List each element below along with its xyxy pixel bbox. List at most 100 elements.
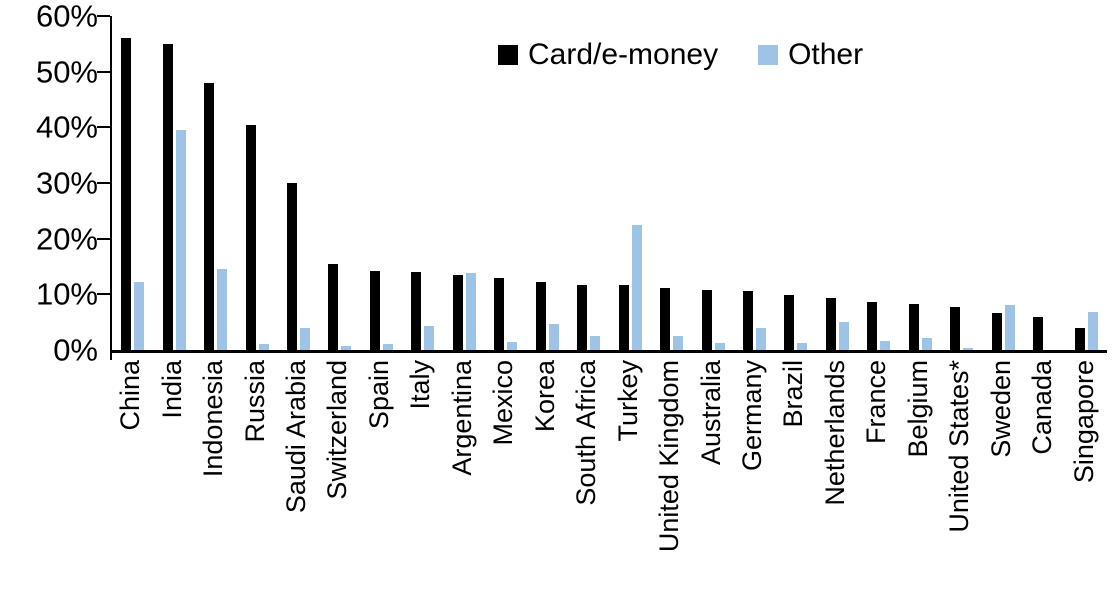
y-axis: 0% 10% 20% 30% 40% 50% 60% [0,0,98,594]
other-legend-swatch-icon [758,45,779,65]
bar-other [756,327,767,350]
category-group [1024,16,1065,350]
x-axis-origin-tick [110,353,112,360]
category-group [817,16,858,350]
x-axis-label: Italy [405,360,436,410]
other-legend-label: Other [788,38,864,71]
bar-other [1004,304,1015,350]
x-axis-label-cell: United Kingdom [649,360,690,590]
bar-other [797,343,808,350]
y-axis-tick [97,182,110,184]
x-axis-label-cell: Russia [234,360,275,590]
x-axis-label: Mexico [488,360,519,446]
y-axis-label: 10% [35,276,98,312]
x-axis-label: Argentina [446,360,477,476]
x-axis-label: United States* [944,360,975,533]
x-axis-label-cell: Canada [1022,360,1063,590]
category-group [900,16,941,350]
x-axis-label-cell: Turkey [607,360,648,590]
x-axis-label-cell: France [856,360,897,590]
bar-other [258,344,269,350]
category-group [112,16,153,350]
bar-card-e-money [162,43,173,350]
bar-other [217,269,228,350]
x-axis-label-cell: Spain [359,360,400,590]
x-axis-label-cell: Argentina [442,360,483,590]
x-axis-label: United Kingdom [654,360,685,553]
x-axis-label: Belgium [902,360,933,458]
x-axis-label-cell: Netherlands [815,360,856,590]
x-axis-label-cell: Singapore [1063,360,1104,590]
bar-card-e-money [1074,327,1085,350]
bar-other [134,281,145,350]
x-axis-labels: China India Indonesia Russia Saudi Arabia Swi… [110,360,1105,590]
x-axis-label: Canada [1027,360,1058,455]
bar-other [382,343,393,350]
x-axis-label-cell: Indonesia [193,360,234,590]
bar-other [921,338,932,350]
x-axis-label: Saudi Arabia [281,360,312,514]
category-group [775,16,816,350]
x-axis-label-cell: Belgium [898,360,939,590]
x-axis-label: Australia [695,360,726,466]
bar-other [507,341,518,350]
x-axis-label: Russia [239,360,270,443]
x-axis-label: Turkey [612,360,643,442]
x-axis-label: South Africa [571,360,602,506]
bar-card-e-money [287,183,298,350]
x-axis-label-cell: China [110,360,151,590]
plot-area [97,15,1107,360]
bar-card-e-money [494,277,505,350]
x-axis-label: India [156,360,187,419]
y-axis-label: 50% [35,54,98,90]
x-axis-label-cell: India [151,360,192,590]
card-legend-swatch-icon [498,45,518,65]
bar-card-e-money [825,297,836,350]
x-axis-label-cell: Brazil [773,360,814,590]
category-group [402,16,443,350]
y-axis-tick [97,70,110,73]
y-axis-label: 30% [35,165,98,201]
bar-card-e-money [743,291,754,350]
y-axis-tick [97,237,110,240]
bar-card-e-money [204,82,215,350]
category-group [734,16,775,350]
bar-other [548,324,559,350]
bar-card-e-money [660,288,671,350]
bar-card-e-money [411,272,422,350]
bar-other [175,130,186,350]
bar-other [341,345,352,350]
y-axis-tick [97,293,110,296]
category-group [236,16,277,350]
x-axis-label-cell: Korea [525,360,566,590]
category-group [983,16,1024,350]
category-group [485,16,526,350]
x-axis-label-cell: United States* [939,360,980,590]
category-group [858,16,899,350]
x-axis-label-cell: Australia [690,360,731,590]
bar-other [963,348,974,350]
bar-card-e-money [1033,316,1044,350]
bar-card-e-money [701,289,712,350]
y-axis-label: 0% [53,332,98,368]
x-axis-label-cell: Italy [400,360,441,590]
bar-card-e-money [784,294,795,350]
bar-other [838,322,849,350]
category-group [195,16,236,350]
y-axis-tick [97,15,110,17]
bar-other [880,341,891,350]
bar-other [631,224,642,350]
bar-card-e-money [369,270,380,350]
bar-other [673,336,684,350]
category-group [153,16,194,350]
x-axis-label: Netherlands [819,360,850,506]
x-axis-label: Switzerland [322,360,353,500]
category-group [609,16,650,350]
x-axis-label-cell: Sweden [981,360,1022,590]
x-axis-label: Korea [529,360,560,433]
chart-legend: Card/e-money Other [498,40,863,70]
category-group [568,16,609,350]
legend-item-other: Other [758,40,863,70]
bar-other [300,327,311,350]
